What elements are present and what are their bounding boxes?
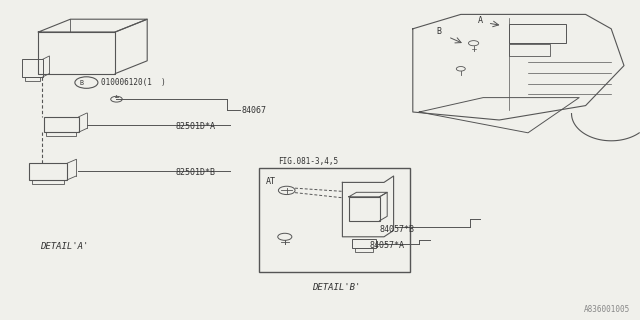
Text: A: A xyxy=(477,16,483,25)
Text: 84057*B: 84057*B xyxy=(380,225,415,234)
Text: A836001005: A836001005 xyxy=(584,305,630,314)
Bar xyxy=(32,180,64,184)
Text: B: B xyxy=(436,27,442,36)
Bar xyxy=(352,239,376,248)
Bar xyxy=(25,77,40,81)
Text: DETAIL'B': DETAIL'B' xyxy=(312,284,360,292)
Text: 84067: 84067 xyxy=(242,106,267,115)
Bar xyxy=(355,248,373,252)
Text: B: B xyxy=(79,80,83,85)
Bar xyxy=(44,117,79,132)
Text: FIG.081-3,4,5: FIG.081-3,4,5 xyxy=(278,157,339,166)
Bar xyxy=(259,168,410,272)
Bar xyxy=(46,132,76,136)
Bar xyxy=(509,44,550,56)
Text: AT: AT xyxy=(266,177,276,186)
Text: 82501D*A: 82501D*A xyxy=(176,122,216,131)
Bar xyxy=(29,163,67,180)
Bar xyxy=(22,59,43,77)
Text: 010006120(1  ): 010006120(1 ) xyxy=(101,78,166,87)
Text: 84057*A: 84057*A xyxy=(370,241,405,250)
Bar xyxy=(349,197,380,221)
Text: 82501D*B: 82501D*B xyxy=(176,168,216,177)
Text: DETAIL'A': DETAIL'A' xyxy=(40,242,88,251)
Bar xyxy=(509,24,566,43)
